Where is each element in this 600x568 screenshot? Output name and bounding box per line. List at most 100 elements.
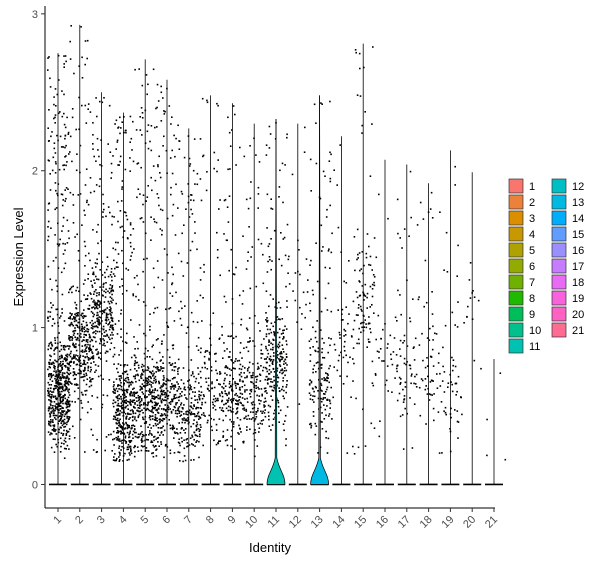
- jitter-point: [373, 284, 376, 287]
- jitter-point: [363, 264, 365, 267]
- jitter-points: [47, 25, 507, 463]
- jitter-point: [151, 434, 153, 436]
- violin-shape-13: [310, 95, 329, 485]
- jitter-point: [165, 387, 168, 390]
- jitter-point: [320, 389, 322, 391]
- jitter-point: [145, 421, 148, 423]
- jitter-point: [141, 436, 144, 438]
- jitter-point: [386, 347, 389, 349]
- jitter-point: [119, 452, 121, 454]
- jitter-point: [215, 352, 217, 355]
- jitter-point: [262, 366, 265, 369]
- jitter-point: [228, 356, 231, 358]
- jitter-point: [81, 349, 84, 352]
- jitter-point: [103, 97, 105, 99]
- jitter-point: [178, 406, 181, 408]
- jitter-point: [67, 430, 70, 433]
- jitter-point: [325, 216, 328, 218]
- jitter-point: [236, 360, 239, 362]
- jitter-point: [142, 194, 145, 196]
- jitter-point: [146, 396, 148, 398]
- jitter-point: [147, 403, 149, 405]
- jitter-point: [227, 399, 230, 402]
- jitter-point: [203, 271, 205, 273]
- jitter-point: [155, 396, 158, 398]
- jitter-point: [279, 409, 282, 412]
- jitter-point: [118, 460, 121, 462]
- legend-label: 4: [529, 229, 535, 241]
- jitter-point: [77, 337, 79, 340]
- jitter-point: [250, 381, 252, 383]
- jitter-point: [60, 422, 62, 424]
- jitter-point: [109, 313, 111, 315]
- jitter-point: [309, 394, 312, 396]
- jitter-point: [119, 160, 121, 163]
- jitter-point: [113, 353, 116, 356]
- jitter-point: [126, 391, 129, 394]
- jitter-point: [271, 343, 274, 346]
- jitter-point: [197, 411, 200, 414]
- jitter-point: [92, 271, 95, 274]
- jitter-point: [50, 419, 52, 421]
- jitter-point: [195, 434, 198, 437]
- jitter-point: [234, 367, 236, 370]
- jitter-point: [161, 370, 164, 372]
- jitter-point: [64, 262, 67, 265]
- jitter-point: [142, 393, 145, 395]
- jitter-point: [330, 153, 332, 156]
- jitter-point: [170, 388, 172, 390]
- jitter-point: [382, 360, 385, 362]
- jitter-point: [209, 337, 211, 340]
- jitter-point: [261, 353, 264, 355]
- jitter-point: [243, 407, 246, 409]
- jitter-point: [363, 294, 366, 297]
- jitter-point: [197, 367, 199, 369]
- jitter-point: [257, 409, 259, 412]
- jitter-point: [125, 441, 128, 443]
- jitter-point: [188, 216, 191, 218]
- jitter-point: [254, 429, 256, 431]
- jitter-point: [240, 375, 243, 378]
- jitter-point: [272, 418, 275, 420]
- jitter-point: [258, 395, 261, 397]
- jitter-point: [55, 418, 57, 421]
- jitter-point: [92, 332, 94, 334]
- jitter-point: [141, 386, 143, 389]
- x-tick-label: 10: [243, 514, 260, 531]
- jitter-point: [94, 321, 96, 324]
- jitter-point: [81, 351, 84, 353]
- jitter-point: [177, 124, 179, 127]
- jitter-point: [169, 386, 172, 388]
- jitter-point: [154, 407, 156, 409]
- jitter-point: [265, 290, 268, 292]
- jitter-point: [47, 265, 50, 268]
- jitter-point: [124, 168, 127, 171]
- jitter-point: [409, 397, 411, 399]
- jitter-point: [96, 137, 99, 140]
- jitter-point: [133, 387, 135, 390]
- jitter-point: [372, 46, 374, 48]
- jitter-point: [265, 400, 267, 403]
- jitter-point: [241, 365, 244, 368]
- jitter-point: [63, 457, 66, 459]
- jitter-point: [122, 393, 124, 396]
- jitter-point: [177, 368, 179, 370]
- jitter-point: [102, 193, 104, 196]
- jitter-point: [223, 233, 225, 235]
- jitter-point: [248, 371, 251, 374]
- jitter-point: [432, 407, 435, 410]
- jitter-point: [227, 356, 230, 358]
- jitter-point: [216, 256, 219, 259]
- jitter-point: [239, 386, 241, 389]
- jitter-point: [158, 422, 161, 424]
- jitter-point: [152, 407, 154, 409]
- jitter-point: [373, 281, 375, 284]
- jitter-point: [62, 376, 65, 378]
- jitter-point: [97, 300, 99, 303]
- jitter-point: [181, 421, 184, 424]
- legend-label: 3: [529, 213, 535, 225]
- jitter-point: [271, 381, 274, 383]
- jitter-point: [145, 377, 147, 380]
- jitter-point: [74, 316, 77, 319]
- jitter-point: [221, 395, 224, 398]
